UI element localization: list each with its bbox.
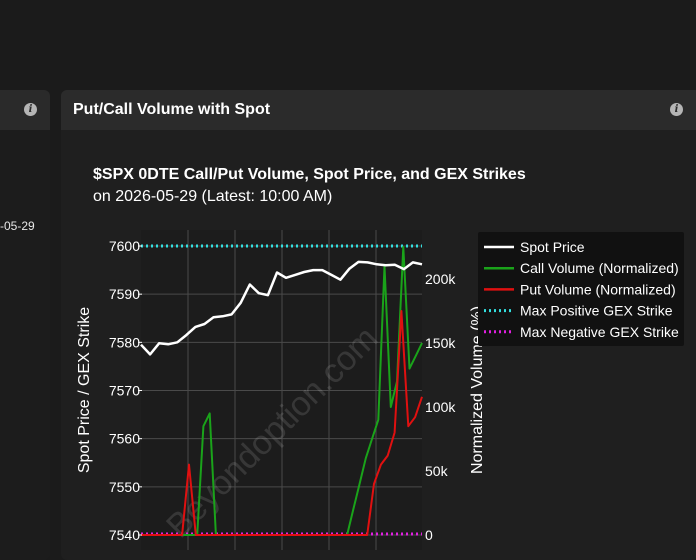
y-tick-label: 7540 <box>109 527 140 543</box>
y2-tick-label: 0 <box>425 527 433 543</box>
panel-title: Put/Call Volume with Spot <box>73 101 271 118</box>
series-spot-price <box>140 260 423 356</box>
chart-title: $SPX 0DTE Call/Put Volume, Spot Price, a… <box>93 166 526 183</box>
series-put-volume <box>141 310 423 536</box>
left-panel: i <box>0 90 50 560</box>
legend-label: Put Volume (Normalized) <box>520 281 676 297</box>
y-tick-label: 7600 <box>109 238 140 254</box>
legend-label: Max Negative GEX Strike <box>520 324 679 340</box>
legend-label: Max Positive GEX Strike <box>520 303 673 319</box>
y2-tick-label: 150k <box>425 335 456 351</box>
y2-axis-label: Normalized Volume (%) <box>469 306 486 474</box>
y2-tick-label: 100k <box>425 399 456 415</box>
y-tick-label: 7560 <box>109 431 140 447</box>
left-panel-date: -05-29 <box>0 219 35 233</box>
info-icon[interactable]: i <box>670 103 683 116</box>
legend-label: Call Volume (Normalized) <box>520 260 679 276</box>
y-tick-label: 7550 <box>109 479 140 495</box>
chart-grid <box>141 230 422 550</box>
y2-tick-label: 200k <box>425 271 456 287</box>
legend-label: Spot Price <box>520 239 585 255</box>
y-tick-label: 7570 <box>109 383 140 399</box>
info-icon[interactable]: i <box>24 103 37 116</box>
y-axis-label: Spot Price / GEX Strike <box>76 307 93 473</box>
panel-header: Put/Call Volume with Spot i <box>61 90 696 130</box>
y-tick-label: 7590 <box>109 286 140 302</box>
y-axis-ticks: 7600 7590 7580 7570 7560 7550 7540 <box>109 238 142 543</box>
chart-marks <box>140 244 423 536</box>
y-tick-label: 7580 <box>109 334 140 350</box>
legend: Spot Price Call Volume (Normalized) Put Vo… <box>478 232 684 346</box>
y2-axis-ticks: 200k 150k 100k 50k 0 <box>425 271 456 543</box>
y2-tick-label: 50k <box>425 463 449 479</box>
left-panel-header: i <box>0 90 50 130</box>
chart-subtitle: on 2026-05-29 (Latest: 10:00 AM) <box>93 188 333 205</box>
legend-box <box>478 232 684 346</box>
